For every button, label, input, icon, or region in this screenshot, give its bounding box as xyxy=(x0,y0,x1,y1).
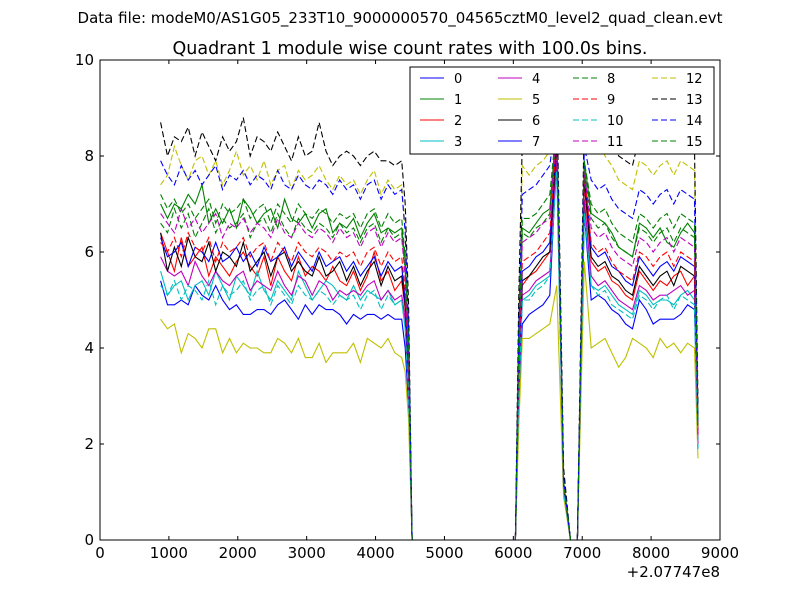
chart-title: Quadrant 1 module wise count rates with … xyxy=(173,39,648,59)
legend-label-11: 11 xyxy=(607,135,624,150)
series-line-4 xyxy=(160,155,699,541)
legend-label-6: 6 xyxy=(532,114,540,129)
legend-label-10: 10 xyxy=(607,114,624,129)
x-tick-label: 6000 xyxy=(494,544,532,562)
plot-frame xyxy=(99,59,721,541)
y-tick-label: 0 xyxy=(84,531,94,549)
series-line-13 xyxy=(160,83,699,541)
y-tick-label: 10 xyxy=(75,51,94,69)
legend-label-5: 5 xyxy=(532,93,540,108)
legend-label-1: 1 xyxy=(454,93,462,108)
x-tick-label: 2000 xyxy=(219,544,257,562)
legend-label-14: 14 xyxy=(686,114,703,129)
series-line-9 xyxy=(160,136,699,541)
series-line-14 xyxy=(160,112,699,541)
legend-label-9: 9 xyxy=(607,93,615,108)
y-tick-label: 6 xyxy=(84,243,94,261)
series-line-5 xyxy=(160,261,699,541)
legend-label-8: 8 xyxy=(607,72,615,87)
series-line-11 xyxy=(160,127,699,541)
legend-label-2: 2 xyxy=(454,114,462,129)
axis-ticks: 0 1000 2000 3000 4000 5000 6000 7000 8000 9000 0 2 4… xyxy=(75,51,739,562)
y-tick-label: 2 xyxy=(84,435,94,453)
y-tick-label: 4 xyxy=(84,339,94,357)
legend-label-4: 4 xyxy=(532,72,540,87)
legend-label-7: 7 xyxy=(532,135,540,150)
x-tick-label: 7000 xyxy=(563,544,601,562)
legend-label-15: 15 xyxy=(686,135,703,150)
series-line-1 xyxy=(160,122,699,541)
series-line-8 xyxy=(160,127,699,541)
x-tick-label: 3000 xyxy=(288,544,326,562)
series-lines xyxy=(160,83,699,541)
y-tick-label: 8 xyxy=(84,147,94,165)
legend-label-12: 12 xyxy=(686,72,703,87)
x-tick-label: 5000 xyxy=(425,544,463,562)
figure-suptitle: Data file: modeM0/AS1G05_233T10_90000005… xyxy=(77,9,723,27)
series-line-10 xyxy=(160,170,699,541)
series-line-2 xyxy=(160,146,699,541)
series-line-0 xyxy=(160,155,699,541)
x-offset-label: +2.07747e8 xyxy=(627,563,720,581)
series-line-3 xyxy=(160,165,699,541)
x-tick-label: 4000 xyxy=(356,544,394,562)
legend-label-3: 3 xyxy=(454,135,462,150)
series-line-15 xyxy=(160,122,699,541)
series-line-7 xyxy=(160,131,699,541)
x-tick-label: 9000 xyxy=(701,544,739,562)
x-tick-label: 0 xyxy=(95,544,105,562)
x-tick-label: 8000 xyxy=(632,544,670,562)
legend-frame xyxy=(409,66,715,155)
x-tick-label: 1000 xyxy=(150,544,188,562)
legend-label-13: 13 xyxy=(686,93,703,108)
legend-label-0: 0 xyxy=(454,72,462,87)
series-line-6 xyxy=(160,141,699,541)
